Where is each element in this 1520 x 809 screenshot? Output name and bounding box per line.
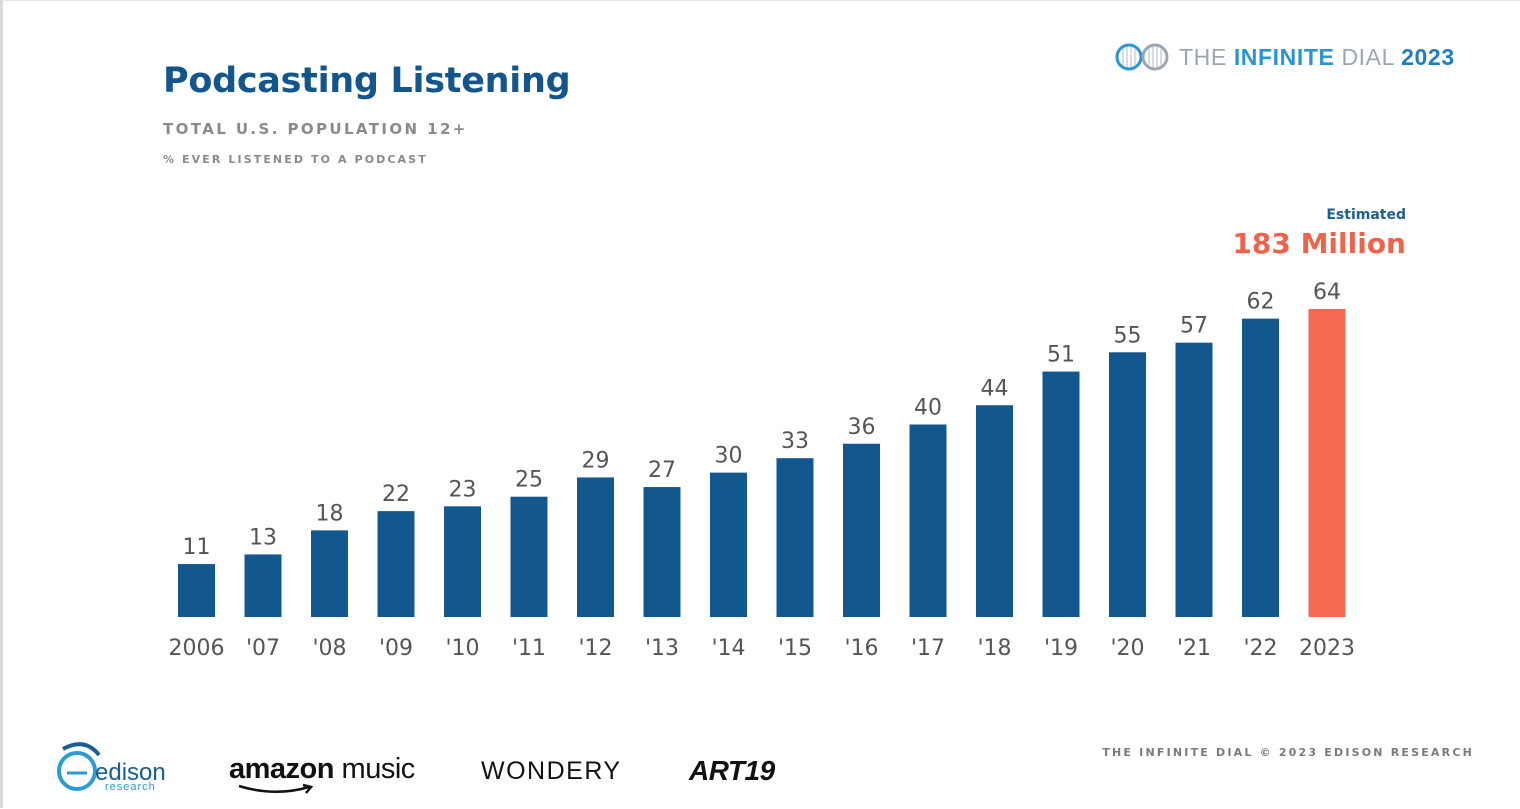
bar-'18 [976, 405, 1013, 617]
data-label-'16: 36 [848, 415, 876, 440]
data-label-'13: 27 [648, 458, 676, 483]
bar-'17 [909, 424, 947, 617]
infinity-logo-icon [1115, 43, 1169, 71]
x-tick-label-'11: '11 [512, 636, 546, 661]
data-label-'07: 13 [249, 525, 277, 550]
data-label-'10: 23 [449, 477, 477, 502]
bar-chart: 11 13 18 22 23 25 29 27 30 33 36 40 44 51 55 57 62 64 200… [169, 280, 1356, 661]
bar-'12 [577, 477, 614, 617]
bar-'09 [377, 511, 415, 617]
estimate-value: 183 Million [1232, 227, 1406, 260]
edison-swoosh-icon [57, 742, 101, 791]
edison-subtext: research [105, 781, 156, 793]
bar-'21 [1175, 342, 1213, 617]
edison-wordmark: edison [95, 759, 166, 786]
data-label-'21: 57 [1180, 314, 1208, 339]
infinite-dial-brand: THE INFINITE DIAL 2023 [1113, 39, 1455, 75]
x-tick-label-'10: '10 [445, 636, 479, 661]
bar-'14 [710, 472, 747, 617]
data-label-'14: 30 [715, 444, 743, 469]
data-label-'18: 44 [981, 376, 1009, 401]
x-tick-label-'17: '17 [911, 636, 945, 661]
data-label-'20: 55 [1114, 323, 1142, 348]
data-label-'22: 62 [1247, 290, 1275, 315]
bar-'10 [444, 506, 481, 617]
bar-'16 [843, 443, 880, 617]
bar-'08 [311, 530, 348, 617]
bar-'11 [510, 496, 548, 617]
chart-subtitle: TOTAL U.S. POPULATION 12+ [163, 120, 468, 138]
bar-2006 [178, 564, 215, 617]
bar-2023 [1308, 309, 1346, 617]
x-tick-label-'08: '08 [312, 636, 346, 661]
x-tick-label-'22: '22 [1243, 636, 1277, 661]
x-tick-label-'16: '16 [844, 636, 878, 661]
brand-infinite: INFINITE [1233, 43, 1335, 70]
amazon-music-logo: amazon music [229, 753, 416, 794]
bar-'22 [1242, 318, 1279, 617]
x-tick-label-'20: '20 [1110, 636, 1144, 661]
amazon-wordmark: amazon [229, 753, 334, 785]
bar-'19 [1042, 371, 1080, 617]
x-tick-label-'14: '14 [711, 636, 745, 661]
edison-research-logo: edison research [55, 739, 185, 799]
data-label-'12: 29 [582, 448, 610, 473]
bar-'15 [776, 458, 814, 617]
data-label-'19: 51 [1047, 343, 1075, 368]
wondery-logo: WONDERY [481, 757, 622, 785]
music-wordmark: music [341, 753, 416, 785]
x-tick-label-2023: 2023 [1299, 636, 1355, 661]
x-tick-label-'18: '18 [977, 636, 1011, 661]
data-labels: 11 13 18 22 23 25 29 27 30 33 36 40 44 51 55 57 62 64 [183, 280, 1342, 560]
brand-year: 2023 [1401, 43, 1455, 70]
chart-title: Podcasting Listening [163, 61, 571, 101]
amazon-smile-icon [238, 783, 314, 794]
data-label-2006: 11 [183, 535, 211, 560]
x-tick-label-'12: '12 [578, 636, 612, 661]
art19-logo: ART19 [689, 755, 775, 786]
chart-measure-label: % EVER LISTENED TO A PODCAST [163, 153, 428, 166]
x-tick-label-'15: '15 [778, 636, 812, 661]
data-label-2023: 64 [1313, 280, 1341, 305]
brand-the: THE [1179, 43, 1227, 70]
bar-'07 [244, 554, 282, 617]
x-tick-label-'21: '21 [1177, 636, 1211, 661]
data-label-'09: 22 [382, 482, 410, 507]
x-tick-label-'07: '07 [246, 636, 280, 661]
brand-wordmark: THE INFINITE DIAL 2023 [1179, 44, 1455, 71]
x-tick-label-2006: 2006 [169, 636, 225, 661]
x-axis-tick-labels: 2006 '07 '08 '09 '10 '11 '12 '13 '14 '15 '16 '17 '18… [169, 636, 1356, 661]
bar-'13 [643, 487, 681, 617]
estimate-label: Estimated [1326, 207, 1406, 223]
x-tick-label-'19: '19 [1044, 636, 1078, 661]
footer-credit: THE INFINITE DIAL © 2023 EDISON RESEARCH [1102, 746, 1474, 759]
data-label-'11: 25 [515, 468, 543, 493]
x-tick-label-'09: '09 [379, 636, 413, 661]
bar-'20 [1109, 352, 1146, 617]
x-tick-label-'13: '13 [645, 636, 679, 661]
data-label-'15: 33 [781, 429, 809, 454]
data-label-'08: 18 [316, 501, 344, 526]
bar-series [178, 309, 1346, 617]
data-label-'17: 40 [914, 396, 942, 421]
brand-dial: DIAL [1341, 43, 1395, 70]
